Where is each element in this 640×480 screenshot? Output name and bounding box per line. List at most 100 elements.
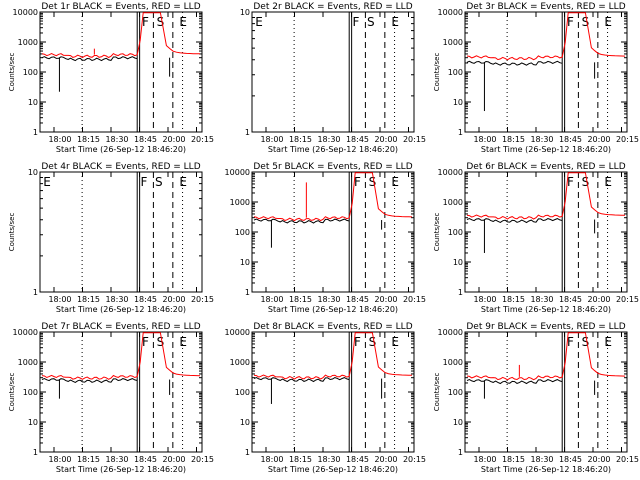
detector-panel-4: Det 4r BLACK = Events, RED = LLD 1 10 Count… bbox=[8, 162, 214, 314]
y-axis-label: Counts/sec bbox=[8, 213, 16, 252]
x-tick-label: 18:45 bbox=[346, 295, 369, 304]
x-tick-label: 18:45 bbox=[559, 455, 582, 464]
plot-frame bbox=[39, 331, 203, 453]
x-tick-label: 20:00 bbox=[587, 295, 610, 304]
y-tick-label: 10 bbox=[240, 258, 250, 267]
marker-E: E bbox=[391, 335, 399, 349]
y-tick-label: 1 bbox=[245, 128, 250, 137]
y-tick-label: 1 bbox=[33, 448, 38, 457]
y-tick-label: 1000 bbox=[230, 358, 250, 367]
marker-S: S bbox=[157, 15, 165, 29]
x-axis-label: Start Time (26-Sep-12 18:46:20) bbox=[268, 145, 398, 154]
x-tick-label: 20:00 bbox=[374, 135, 397, 144]
y-tick-label: 1000 bbox=[18, 38, 38, 47]
x-axis-label: Start Time (26-Sep-12 18:46:20) bbox=[268, 465, 398, 474]
x-tick-label: 20:15 bbox=[403, 295, 426, 304]
plot-frame bbox=[251, 171, 415, 293]
y-tick-label: 1000 bbox=[230, 198, 250, 207]
x-tick-label: 20:00 bbox=[162, 135, 185, 144]
y-tick-label: 1 bbox=[33, 128, 38, 137]
x-axis-label: Start Time (26-Sep-12 18:46:20) bbox=[481, 145, 611, 154]
marker-S: S bbox=[367, 15, 375, 29]
detector-panel-6: Det 6r BLACK = Events, RED = LLD 1 10 100 10… bbox=[433, 162, 639, 314]
x-tick-label: 18:45 bbox=[134, 295, 157, 304]
y-axis-label: Counts/sec bbox=[433, 213, 441, 252]
y-tick-label: 10 bbox=[28, 98, 38, 107]
y-tick-label: 1 bbox=[245, 448, 250, 457]
x-tick-label: 18:45 bbox=[559, 135, 582, 144]
x-tick-label: 20:00 bbox=[162, 295, 185, 304]
detector-panel-3: Det 3r BLACK = Events, RED = LLD 1 10 100 10… bbox=[433, 2, 639, 154]
marker-F: F bbox=[140, 175, 147, 189]
marker-E: E bbox=[43, 175, 51, 189]
x-tick-label: 20:15 bbox=[191, 295, 214, 304]
x-tick-label: 18:00 bbox=[48, 455, 71, 464]
x-tick-label: 18:30 bbox=[317, 455, 340, 464]
series-line bbox=[466, 332, 626, 381]
y-tick-label: 1000 bbox=[443, 198, 463, 207]
x-tick-label: 20:00 bbox=[374, 295, 397, 304]
x-tick-label: 18:00 bbox=[260, 455, 283, 464]
detector-panel-1: Det 1r BLACK = Events, RED = LLD 1 10 100 10… bbox=[8, 2, 214, 154]
series-line bbox=[253, 377, 350, 383]
y-tick-label: 100 bbox=[448, 388, 463, 397]
y-tick-label: 100 bbox=[448, 68, 463, 77]
panel-title: Det 1r BLACK = Events, RED = LLD bbox=[41, 2, 200, 12]
panel-title: Det 8r BLACK = Events, RED = LLD bbox=[253, 322, 412, 332]
x-tick-label: 20:00 bbox=[587, 135, 610, 144]
x-tick-label: 18:00 bbox=[260, 295, 283, 304]
detector-panel-9: Det 9r BLACK = Events, RED = LLD 1 10 100 10… bbox=[433, 322, 639, 474]
x-tick-label: 18:30 bbox=[530, 295, 553, 304]
x-tick-label: 18:15 bbox=[502, 135, 525, 144]
x-tick-label: 18:45 bbox=[346, 455, 369, 464]
marker-S: S bbox=[582, 335, 590, 349]
y-tick-label: 10 bbox=[453, 418, 463, 427]
y-axis-label: Counts/sec bbox=[8, 53, 16, 92]
y-tick-label: 1 bbox=[458, 288, 463, 297]
panel-title: Det 9r BLACK = Events, RED = LLD bbox=[466, 322, 625, 332]
marker-E: E bbox=[604, 175, 612, 189]
detector-panel-7: Det 7r BLACK = Events, RED = LLD 1 10 100 10… bbox=[8, 322, 214, 474]
panel-title: Det 2r BLACK = Events, RED = LLD bbox=[253, 2, 412, 12]
x-tick-label: 18:30 bbox=[105, 135, 128, 144]
x-tick-label: 18:15 bbox=[289, 455, 312, 464]
x-tick-label: 20:00 bbox=[162, 455, 185, 464]
x-tick-label: 18:15 bbox=[77, 455, 100, 464]
x-axis-label: Start Time (26-Sep-12 18:46:20) bbox=[481, 465, 611, 474]
y-tick-label: 10 bbox=[453, 258, 463, 267]
x-tick-label: 20:15 bbox=[191, 455, 214, 464]
detector-panel-5: Det 5r BLACK = Events, RED = LLD 1 10 100 10… bbox=[225, 162, 426, 314]
x-tick-label: 18:45 bbox=[559, 295, 582, 304]
y-tick-label: 1000 bbox=[18, 358, 38, 367]
x-axis-label: Start Time (26-Sep-12 18:46:20) bbox=[268, 305, 398, 314]
marker-S: S bbox=[582, 175, 590, 189]
series-line bbox=[466, 379, 563, 385]
y-tick-label: 100 bbox=[235, 388, 250, 397]
plot-frame bbox=[464, 171, 628, 293]
y-tick-label: 10 bbox=[453, 98, 463, 107]
y-tick-label: 100 bbox=[23, 388, 38, 397]
plot-frame bbox=[251, 11, 415, 133]
x-tick-label: 18:15 bbox=[289, 295, 312, 304]
series-line bbox=[466, 60, 563, 66]
x-tick-label: 18:00 bbox=[473, 295, 496, 304]
series-line bbox=[41, 12, 200, 59]
y-tick-label: 10000 bbox=[225, 328, 250, 337]
y-axis-label: Counts/sec bbox=[8, 373, 16, 412]
marker-F: F bbox=[567, 335, 574, 349]
marker-E: E bbox=[255, 15, 263, 29]
x-tick-label: 20:15 bbox=[616, 295, 639, 304]
y-tick-label: 100 bbox=[235, 228, 250, 237]
y-tick-label: 10000 bbox=[13, 328, 38, 337]
y-tick-label: 1000 bbox=[443, 358, 463, 367]
x-tick-label: 18:15 bbox=[77, 295, 100, 304]
x-tick-label: 18:15 bbox=[77, 135, 100, 144]
panel-title: Det 3r BLACK = Events, RED = LLD bbox=[466, 2, 625, 12]
x-tick-label: 20:15 bbox=[191, 135, 214, 144]
panel-title: Det 6r BLACK = Events, RED = LLD bbox=[466, 162, 625, 172]
x-tick-label: 18:15 bbox=[289, 135, 312, 144]
y-axis-label: Counts/sec bbox=[433, 373, 441, 412]
x-tick-label: 18:00 bbox=[48, 135, 71, 144]
detector-panel-2: Det 2r BLACK = Events, RED = LLD 1 10 18:00… bbox=[240, 2, 426, 154]
y-tick-label: 10000 bbox=[13, 8, 38, 17]
